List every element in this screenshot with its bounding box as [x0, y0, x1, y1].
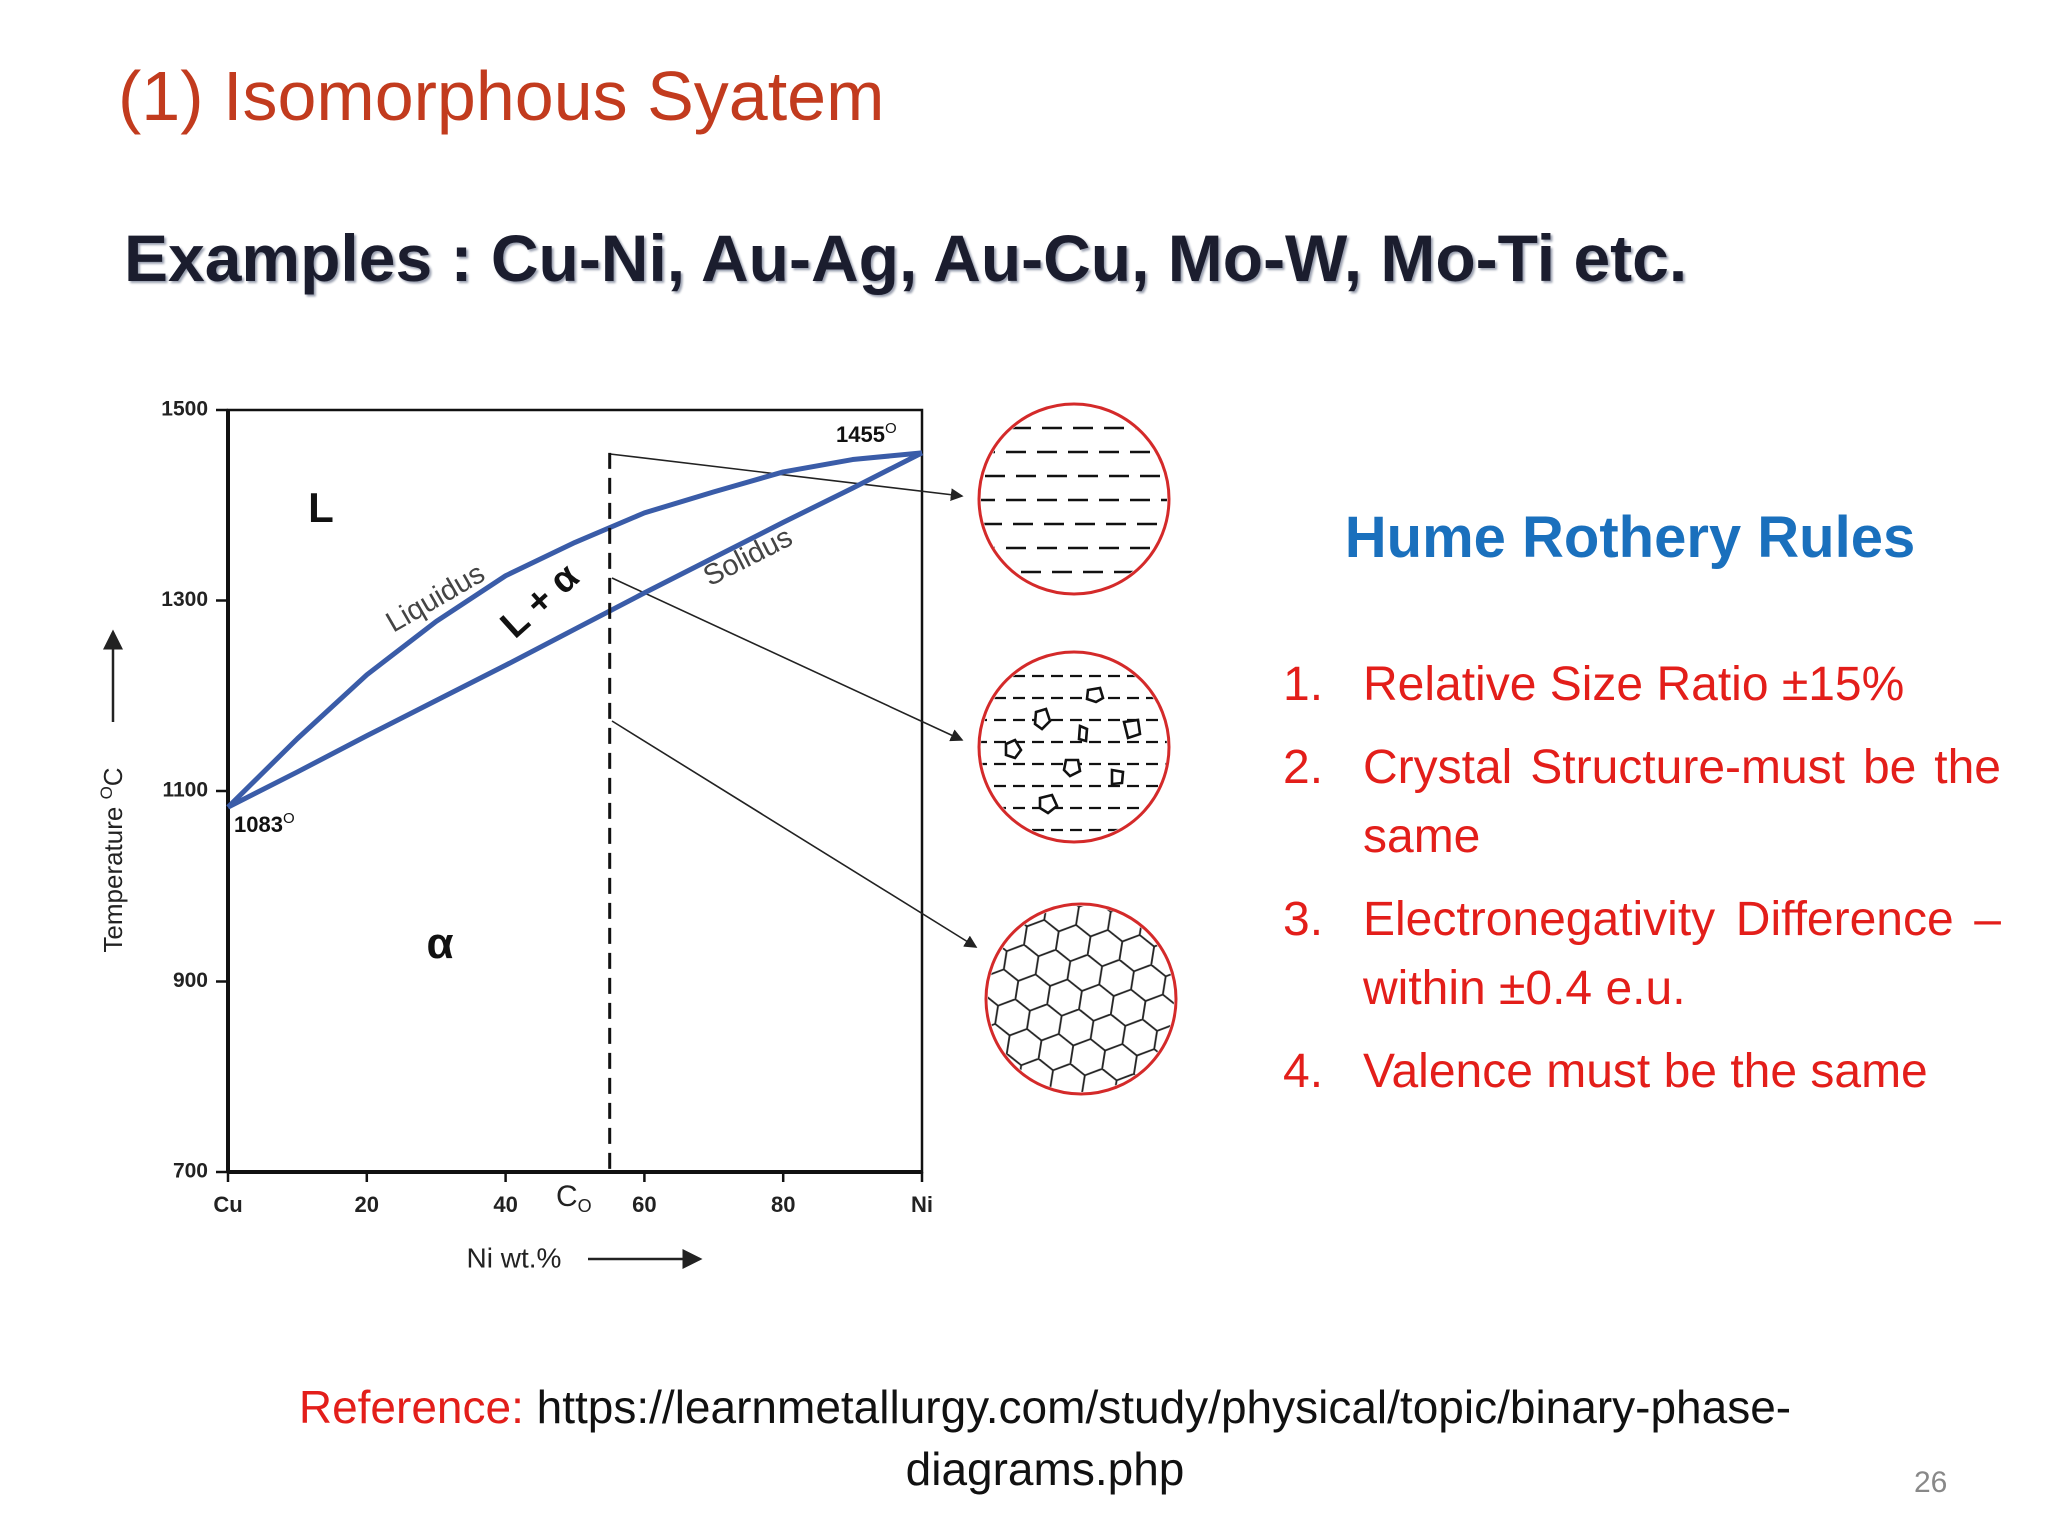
phase-boundary	[226, 450, 924, 810]
rule-text: Crystal Structure-must be the same	[1363, 741, 2001, 863]
y-label-text: Temperature	[98, 799, 128, 952]
micrograph-border	[977, 650, 1171, 844]
melting-point-label: 1083O	[234, 810, 295, 837]
examples: Examples : Cu-Ni, Au-Ag, Au-Cu, Mo-W, Mo…	[124, 221, 1688, 295]
leader	[611, 720, 978, 948]
rule: 2. Crystal Structure-must be the same	[1283, 733, 2001, 871]
leader	[609, 453, 964, 502]
rules-title: Hume Rothery Rules	[1344, 505, 1916, 570]
rule-text: Relative Size Ratio ±15%	[1363, 658, 1905, 711]
micrograph-border	[977, 402, 1171, 596]
melting-point-value: 1455	[836, 422, 885, 447]
liquid-micrograph	[981, 426, 1167, 574]
rule: 4. Valence must be the same	[1283, 1037, 2001, 1106]
x-axis-label: Ni wt.%	[467, 1242, 562, 1273]
rule-num: 2.	[1283, 741, 1324, 794]
x-tick-label: 80	[771, 1192, 795, 1217]
page-number: 26	[1914, 1466, 1948, 1499]
reference: Reference: https://learnmetallurgy.com/s…	[230, 1376, 1860, 1500]
composition-label: CO	[556, 1180, 592, 1216]
reference-label: Reference:	[298, 1381, 524, 1433]
solid-micrograph	[988, 906, 1174, 1092]
reference-url: https://learnmetallurgy.com/study/physic…	[536, 1381, 1792, 1495]
degree-sup: O	[885, 420, 897, 437]
degree-sup: O	[283, 810, 295, 827]
rule-num: 3.	[1283, 893, 1324, 946]
rule: 1. Relative Size Ratio ±15%	[1283, 650, 2001, 719]
curve-label: Solidus	[698, 521, 797, 593]
leaders	[609, 453, 978, 948]
y-axis-label: Temperature OC	[97, 767, 128, 952]
x-tick-label: 20	[355, 1192, 379, 1217]
melting-point-label: 1455O	[836, 420, 897, 447]
region-label: α	[426, 919, 453, 968]
x-tick-label: Ni	[911, 1192, 933, 1217]
leader	[611, 577, 964, 742]
y-tick-label: 1300	[161, 588, 208, 611]
melting-point-value: 1083	[234, 812, 283, 837]
rules-list: 1. Relative Size Ratio ±15% 2. Crystal Stru…	[1283, 650, 2001, 1120]
rule-num: 4.	[1283, 1045, 1324, 1098]
micrograph-border	[984, 902, 1178, 1096]
composition-sub: O	[578, 1196, 592, 1216]
rule-text: Electronegativity Difference –within ±0.…	[1363, 893, 2001, 1015]
x-tick-label: Cu	[213, 1192, 242, 1217]
y-tick-label: 1100	[162, 779, 208, 802]
rule-text: Valence must be the same	[1363, 1045, 1928, 1098]
composition-symbol: C	[556, 1180, 578, 1213]
y-label-sup: O	[97, 786, 116, 799]
y-label-unit: C	[98, 767, 128, 786]
phase-boundary	[226, 450, 923, 809]
two-phase-micrograph	[981, 674, 1167, 832]
slide-title: (1) Isomorphous Syatem	[118, 57, 885, 135]
y-tick-label: 700	[173, 1160, 208, 1183]
y-tick-label: 900	[173, 969, 208, 992]
rule-num: 1.	[1283, 658, 1324, 711]
rule: 3. Electronegativity Difference –within ±…	[1283, 885, 2001, 1023]
y-tick-label: 1500	[161, 398, 208, 421]
region-label: L	[308, 484, 334, 531]
x-tick-label: 40	[493, 1192, 517, 1217]
x-tick-label: 60	[632, 1192, 656, 1217]
